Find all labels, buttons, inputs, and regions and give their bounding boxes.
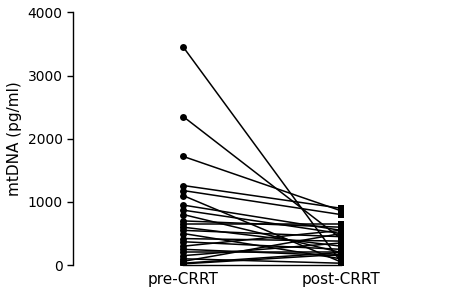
Point (180, 253, 187, 258)
Point (337, 225, 345, 230)
Point (180, 222, 187, 226)
Point (180, 228, 187, 233)
Point (337, 250, 345, 255)
Point (337, 234, 345, 239)
Point (337, 228, 345, 233)
Point (337, 231, 345, 236)
Point (337, 228, 345, 233)
Point (337, 212, 345, 217)
Point (337, 206, 345, 211)
Point (180, 239, 187, 244)
Point (337, 252, 345, 257)
Point (337, 236, 345, 241)
Point (180, 218, 187, 223)
Point (180, 208, 187, 213)
Point (180, 259, 187, 264)
Point (337, 244, 345, 248)
Point (180, 203, 187, 208)
Point (180, 114, 187, 119)
Point (337, 222, 345, 226)
Point (337, 208, 345, 213)
Point (180, 225, 187, 230)
Point (337, 260, 345, 264)
Point (337, 260, 345, 264)
Point (180, 247, 187, 252)
Point (180, 244, 187, 248)
Point (337, 241, 345, 245)
Point (337, 231, 345, 236)
Point (337, 239, 345, 243)
Point (180, 261, 187, 266)
Point (180, 188, 187, 193)
Y-axis label: mtDNA (pg/ml): mtDNA (pg/ml) (7, 81, 22, 196)
Point (180, 261, 187, 265)
Point (180, 183, 187, 188)
Point (337, 256, 345, 261)
Point (180, 212, 187, 217)
Point (180, 250, 187, 255)
Point (180, 154, 187, 159)
Point (337, 247, 345, 252)
Point (180, 256, 187, 261)
Point (337, 253, 345, 258)
Point (337, 250, 345, 255)
Point (180, 45, 187, 49)
Point (180, 193, 187, 198)
Point (337, 250, 345, 255)
Point (180, 236, 187, 241)
Point (337, 261, 345, 265)
Point (180, 231, 187, 236)
